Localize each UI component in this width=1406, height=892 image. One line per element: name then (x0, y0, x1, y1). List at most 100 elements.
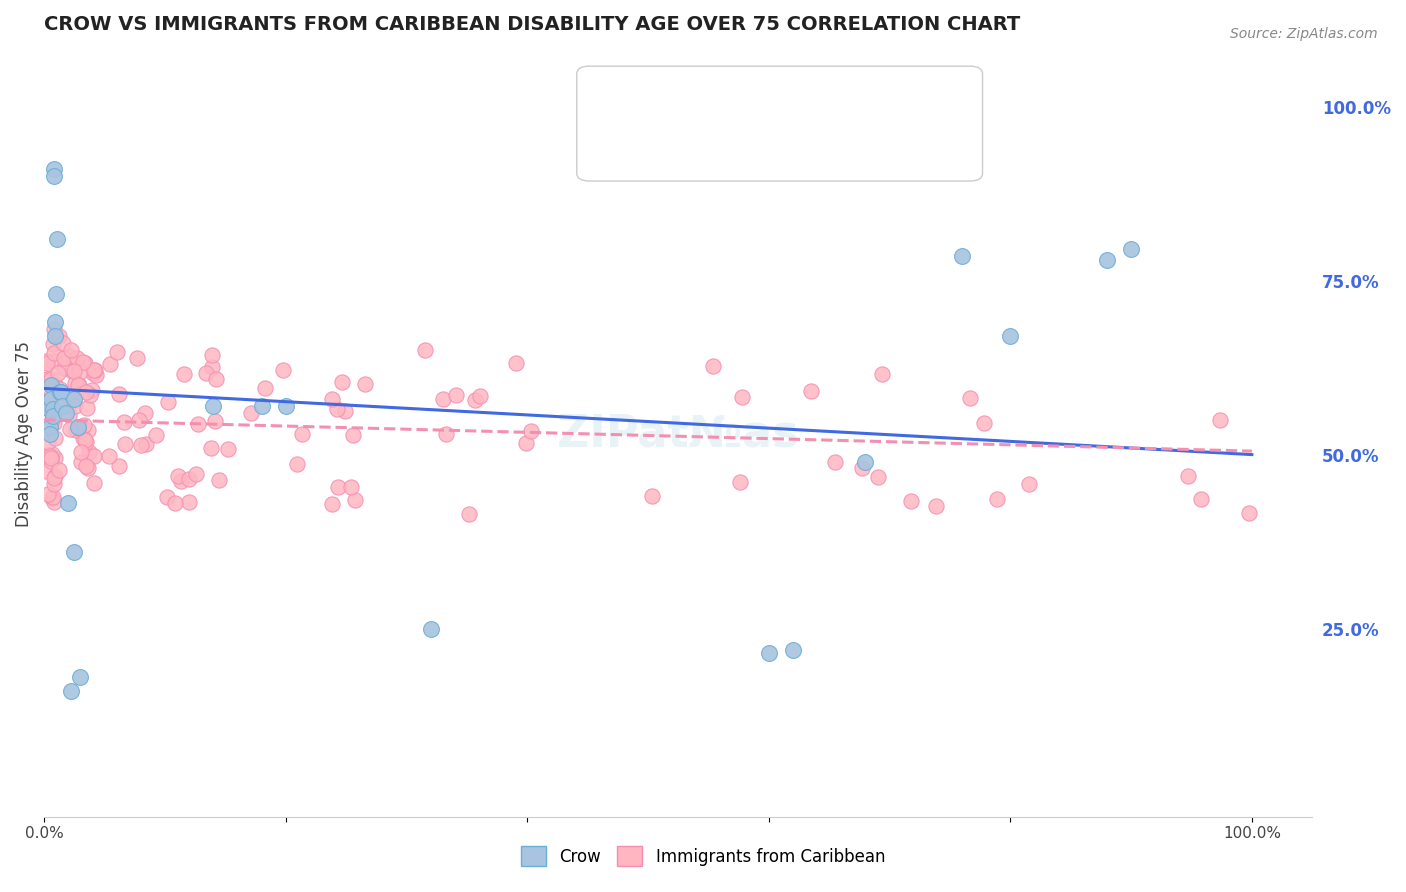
Immigrants from Caribbean (37, 487, 59, 501)
Immigrants from Caribbean (333, 404, 356, 418)
Immigrants from Caribbean (73, 433, 96, 447)
Immigrants from Caribbean (505, 356, 527, 370)
Crow (39, 419, 62, 434)
Immigrants from Caribbean (83, 476, 105, 491)
Immigrants from Caribbean (415, 343, 437, 358)
Crow (44, 315, 66, 329)
Immigrants from Caribbean (75, 458, 97, 473)
Crow (41, 378, 63, 392)
Immigrants from Caribbean (179, 495, 201, 509)
Immigrants from Caribbean (41, 453, 63, 467)
Immigrants from Caribbean (35, 354, 58, 368)
Immigrants from Caribbean (66, 378, 89, 392)
Immigrants from Caribbean (77, 461, 100, 475)
Immigrants from Caribbean (1189, 492, 1212, 507)
Immigrants from Caribbean (239, 407, 262, 421)
Immigrants from Caribbean (42, 491, 65, 505)
Crow (49, 384, 72, 399)
Immigrants from Caribbean (79, 388, 101, 402)
Immigrants from Caribbean (41, 447, 63, 461)
Immigrants from Caribbean (44, 495, 66, 509)
Immigrants from Caribbean (69, 365, 91, 379)
Immigrants from Caribbean (97, 450, 120, 464)
Immigrants from Caribbean (70, 444, 93, 458)
Immigrants from Caribbean (730, 475, 752, 490)
Immigrants from Caribbean (702, 359, 724, 373)
Immigrants from Caribbean (353, 376, 375, 391)
Immigrants from Caribbean (72, 355, 94, 369)
Immigrants from Caribbean (42, 476, 65, 491)
Immigrants from Caribbean (201, 360, 224, 375)
Immigrants from Caribbean (135, 437, 157, 451)
Immigrants from Caribbean (44, 378, 66, 392)
Immigrants from Caribbean (285, 457, 308, 471)
Immigrants from Caribbean (201, 348, 224, 362)
Immigrants from Caribbean (65, 424, 87, 438)
Immigrants from Caribbean (67, 378, 90, 392)
Immigrants from Caribbean (129, 438, 152, 452)
Crow (51, 399, 73, 413)
Immigrants from Caribbean (41, 412, 63, 426)
Immigrants from Caribbean (39, 451, 62, 466)
Crow (66, 419, 89, 434)
Immigrants from Caribbean (184, 467, 207, 482)
Immigrants from Caribbean (60, 358, 83, 372)
Immigrants from Caribbean (44, 431, 66, 445)
Immigrants from Caribbean (515, 436, 537, 450)
Immigrants from Caribbean (37, 434, 59, 449)
Immigrants from Caribbean (156, 490, 179, 504)
Immigrants from Caribbean (145, 427, 167, 442)
Immigrants from Caribbean (463, 392, 485, 407)
Crow (950, 249, 973, 263)
Immigrants from Caribbean (58, 396, 80, 410)
Immigrants from Caribbean (107, 344, 129, 359)
Immigrants from Caribbean (83, 449, 105, 463)
Crow (42, 169, 65, 183)
Crow (55, 406, 77, 420)
Crow (58, 496, 80, 510)
Immigrants from Caribbean (59, 422, 82, 436)
Crow (46, 232, 69, 246)
Immigrants from Caribbean (271, 363, 294, 377)
Crow (42, 162, 65, 177)
Immigrants from Caribbean (125, 351, 148, 365)
Immigrants from Caribbean (84, 363, 107, 377)
Immigrants from Caribbean (207, 473, 229, 487)
Immigrants from Caribbean (204, 414, 226, 428)
Immigrants from Caribbean (60, 364, 83, 378)
Immigrants from Caribbean (321, 497, 343, 511)
Immigrants from Caribbean (76, 401, 98, 415)
Immigrants from Caribbean (76, 434, 98, 449)
Crow (69, 670, 91, 684)
Immigrants from Caribbean (326, 402, 349, 417)
Immigrants from Caribbean (254, 381, 277, 395)
Immigrants from Caribbean (342, 428, 364, 442)
Immigrants from Caribbean (49, 382, 72, 396)
Immigrants from Caribbean (39, 449, 62, 463)
Immigrants from Caribbean (114, 436, 136, 450)
Immigrants from Caribbean (343, 492, 366, 507)
Immigrants from Caribbean (60, 390, 83, 404)
Immigrants from Caribbean (41, 491, 63, 505)
Immigrants from Caribbean (520, 424, 543, 438)
Immigrants from Caribbean (59, 343, 82, 358)
Immigrants from Caribbean (108, 387, 131, 401)
Immigrants from Caribbean (75, 356, 97, 370)
Immigrants from Caribbean (35, 464, 58, 478)
Immigrants from Caribbean (114, 415, 136, 429)
Immigrants from Caribbean (900, 494, 922, 508)
Immigrants from Caribbean (1177, 469, 1199, 483)
Immigrants from Caribbean (48, 463, 70, 477)
Crow (63, 545, 86, 559)
Immigrants from Caribbean (98, 357, 121, 371)
Immigrants from Caribbean (77, 445, 100, 459)
Immigrants from Caribbean (70, 455, 93, 469)
Immigrants from Caribbean (82, 366, 104, 380)
Immigrants from Caribbean (973, 416, 995, 430)
Immigrants from Caribbean (38, 448, 60, 462)
Immigrants from Caribbean (83, 363, 105, 377)
Immigrants from Caribbean (434, 427, 457, 442)
Crow (782, 642, 804, 657)
Immigrants from Caribbean (42, 322, 65, 336)
Immigrants from Caribbean (42, 416, 65, 430)
